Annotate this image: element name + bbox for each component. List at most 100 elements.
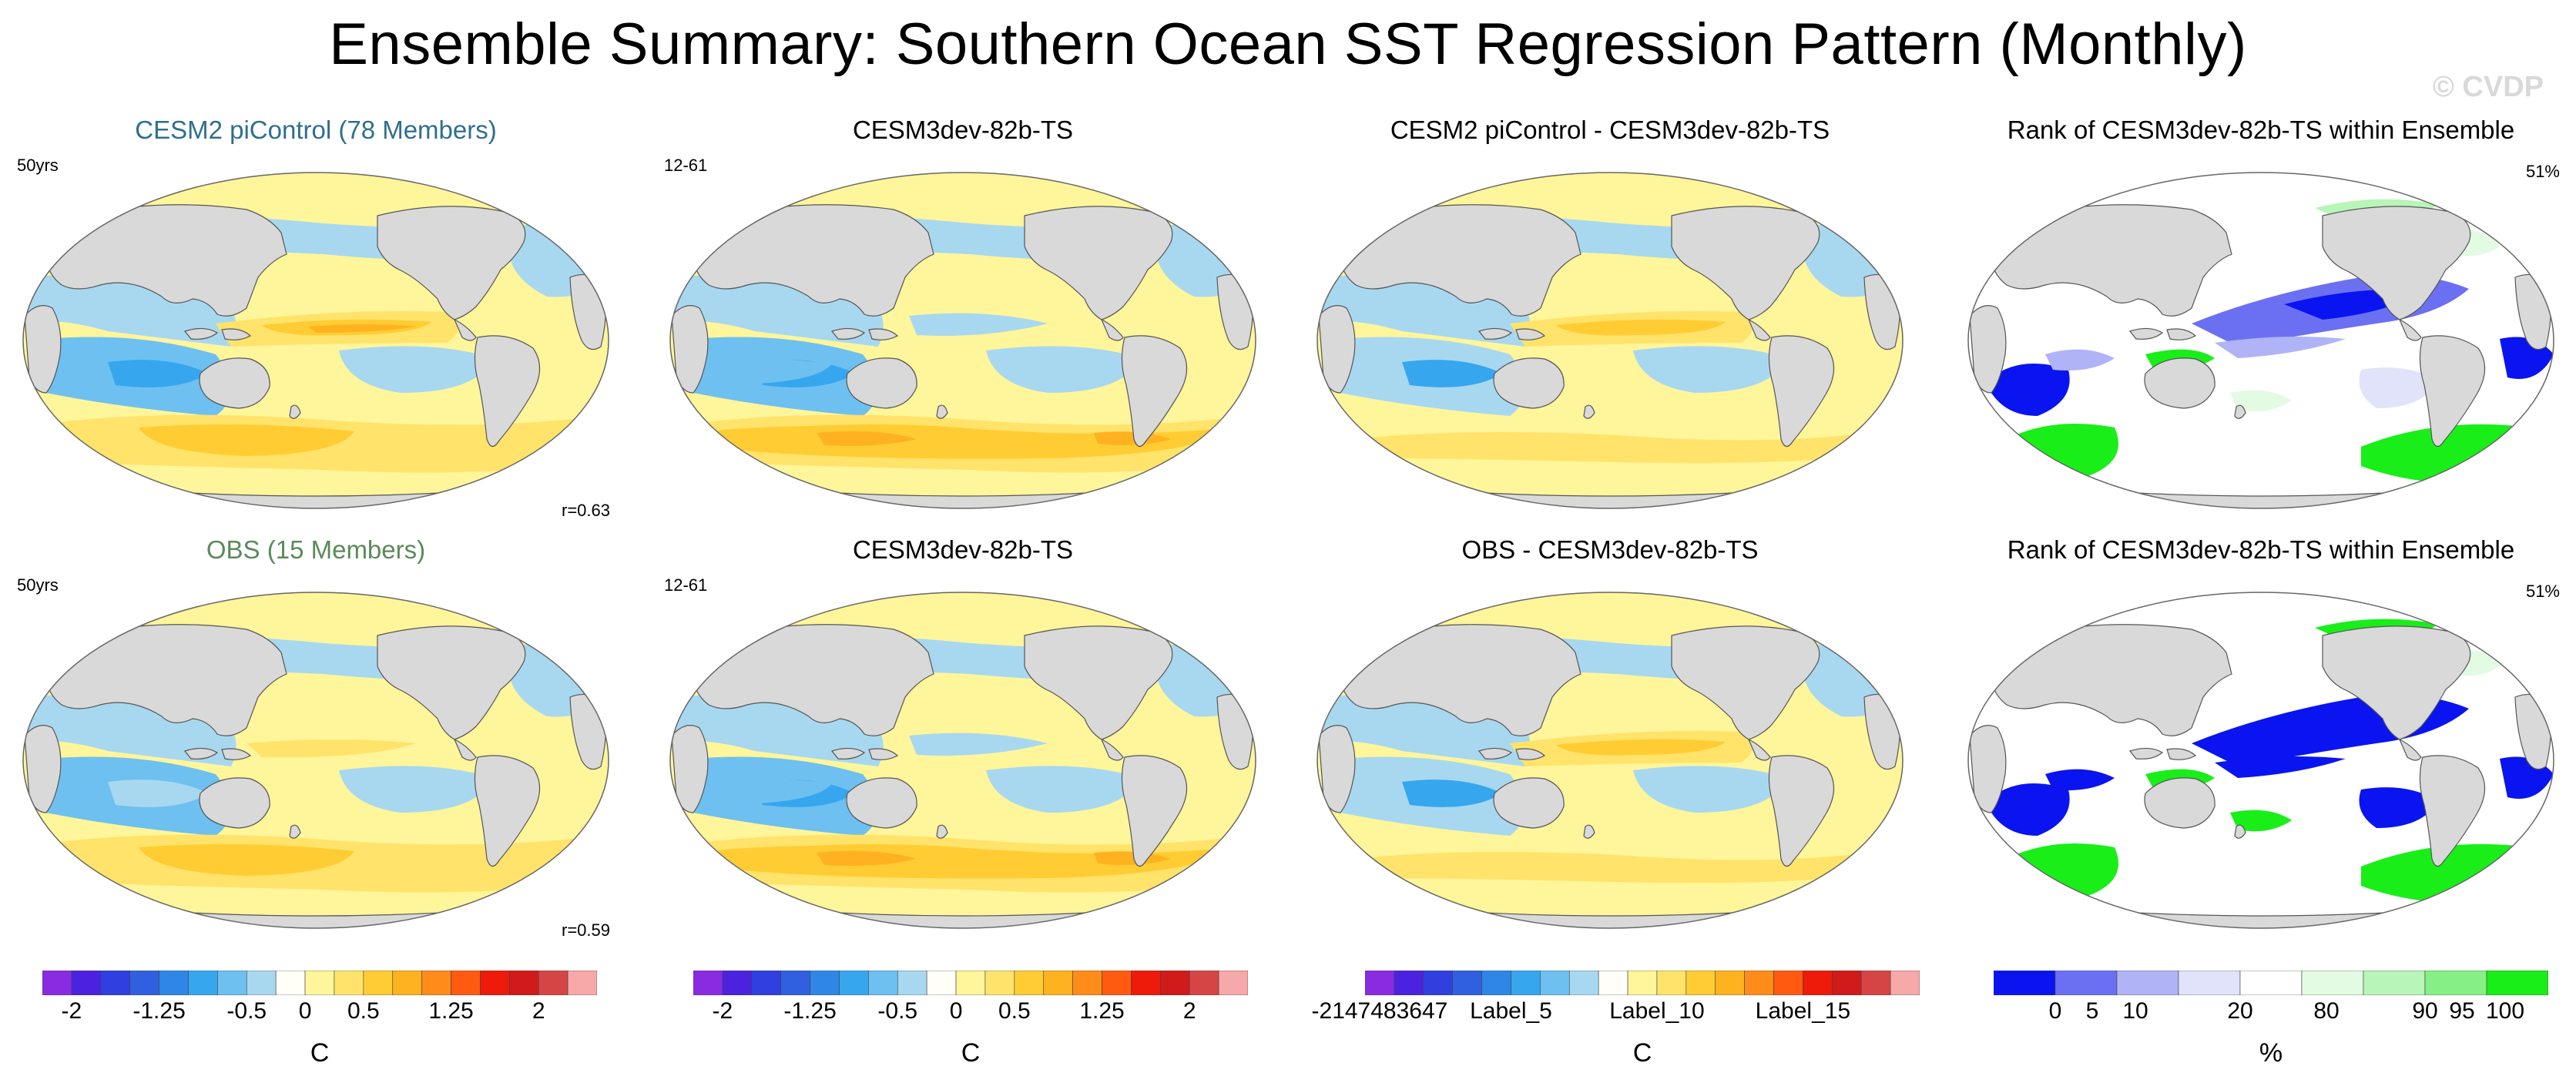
colorbar-swatch [159, 970, 189, 996]
colorbar-swatch [1394, 970, 1424, 996]
colorbar-tick-label: 1.25 [1079, 998, 1125, 1024]
colorbar-swatch [2363, 970, 2426, 996]
map-outline [1967, 592, 2554, 929]
colorbar-tick-label: Label_10 [1609, 998, 1705, 1024]
colorbar-swatch [1072, 970, 1102, 996]
colorbar-swatch [1715, 970, 1745, 996]
land-mass [1162, 617, 1212, 645]
land-mass [1991, 204, 2232, 317]
colorbar-tick-label: 0.5 [998, 998, 1031, 1024]
panel-title: OBS - CESM3dev-82b-TS [1461, 535, 1759, 564]
colorbar-swatch [2301, 970, 2364, 996]
land-mass [2234, 404, 2246, 419]
colorbar-swatch [984, 970, 1015, 996]
colorbar-swatch [1189, 970, 1219, 996]
colorbar-swatch [246, 970, 277, 996]
land-mass [1515, 748, 1546, 760]
colorbar-swatch [897, 970, 927, 996]
land-mass [45, 204, 287, 317]
map-panel-2: CESM3dev-82b-TS 12-61 [655, 116, 1271, 531]
colorbar-swatch [1656, 970, 1687, 996]
colorbar-tick-label: 5 [2085, 998, 2099, 1024]
cvdp-watermark: © CVDP [2432, 71, 2544, 103]
land-mass [453, 318, 477, 341]
colorbar-swatch [1685, 970, 1716, 996]
colorbar-tick-label: -2147483647 [1311, 998, 1448, 1024]
land-mass [2419, 755, 2486, 867]
land-mass [1747, 738, 1771, 761]
colorbar-swatch [1540, 970, 1570, 996]
land-mass [2419, 335, 2486, 448]
land-mass [671, 725, 709, 813]
colorbar-tick-label: 95 [2449, 998, 2475, 1024]
land-mass [183, 327, 219, 340]
land-mass [1515, 328, 1546, 340]
land-mass [2166, 748, 2197, 760]
land-mass [1768, 335, 1835, 448]
land-mass [1768, 755, 1835, 867]
colorbar-swatch [1160, 970, 1190, 996]
colorbar-swatch [392, 970, 422, 996]
land-mass [1478, 747, 1513, 759]
colorbar-swatch [217, 970, 247, 996]
colorbar-4: 0 5 10 20 80 90 95 100% [1993, 970, 2549, 1071]
colorbar-swatch [693, 970, 723, 996]
colorbar-swatch [1102, 970, 1132, 996]
colorbar-swatch [722, 970, 753, 996]
land-mass [515, 617, 565, 645]
land-mass [1340, 204, 1581, 317]
colorbar-tick-label: 100 [2485, 998, 2525, 1024]
land-mass [1747, 318, 1771, 341]
colorbar-swatch [2054, 970, 2118, 996]
global-map [1967, 172, 2554, 509]
land-mass [936, 404, 948, 419]
panel-title: CESM2 piControl (78 Members) [135, 116, 497, 144]
colorbar-tick-label: Label_15 [1755, 998, 1851, 1024]
global-map [1967, 592, 2554, 929]
colorbar-tick-label: 20 [2227, 998, 2253, 1024]
land-mass [199, 777, 270, 829]
land-mass [221, 328, 252, 340]
map-outline [1317, 592, 1903, 929]
colorbar-unit: C [310, 1038, 330, 1068]
land-mass [2398, 318, 2422, 341]
colorbar-swatch [71, 970, 102, 996]
colorbar-tick-label: 2 [532, 998, 545, 1024]
land-mass [936, 824, 948, 839]
colorbar-tick-label: 1.25 [428, 998, 474, 1024]
colorbar-swatch [955, 970, 986, 996]
colorbar-swatch [42, 970, 72, 996]
global-map [669, 592, 1256, 929]
land-mass [2460, 617, 2510, 645]
land-mass [289, 404, 301, 419]
global-map [669, 172, 1256, 509]
panel-period-label: 50yrs [17, 575, 59, 595]
colorbar-swatch [538, 970, 569, 996]
colorbar-tick-label: 0 [298, 998, 312, 1024]
colorbar-tick-label: 90 [2412, 998, 2438, 1024]
colorbar-swatch [451, 970, 481, 996]
land-mass [453, 738, 477, 761]
land-mass [1969, 725, 2007, 813]
land-mass [1969, 305, 2007, 394]
colorbar-swatch [1043, 970, 1073, 996]
land-mass [2460, 197, 2510, 226]
colorbar-swatch [2116, 970, 2179, 996]
map-outline [22, 172, 609, 509]
colorbar-tick-label: 10 [2122, 998, 2148, 1024]
land-mass [2128, 747, 2164, 759]
land-mass [2166, 328, 2197, 340]
land-mass [221, 748, 252, 760]
colorbar-swatch [304, 970, 335, 996]
colorbar-unit: % [2259, 1038, 2283, 1068]
panel-title: CESM3dev-82b-TS [852, 116, 1074, 144]
map-panel-1: CESM2 piControl (78 Members) 50yrs r=0.63 [8, 116, 624, 531]
colorbar-swatch [1803, 970, 1833, 996]
colorbar-swatch [2239, 970, 2303, 996]
colorbar-swatches [1364, 970, 1920, 996]
land-mass [1100, 318, 1124, 341]
land-mass [2234, 824, 2246, 839]
colorbar-swatch [2178, 970, 2241, 996]
colorbar-swatch [1627, 970, 1658, 996]
panel-title: CESM2 piControl - CESM3dev-82b-TS [1390, 116, 1830, 144]
